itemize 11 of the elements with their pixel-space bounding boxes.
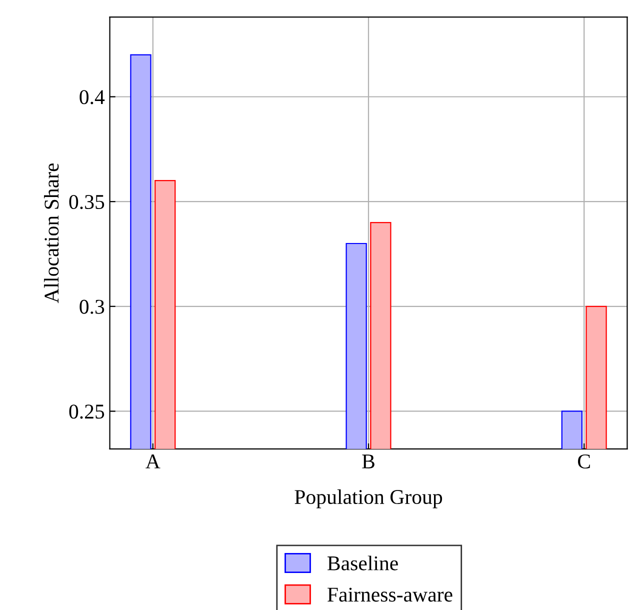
- x-axis-title: Population Group: [294, 489, 442, 508]
- y-axis-title: Allocation Share: [44, 163, 59, 304]
- legend-label: Baseline: [328, 556, 398, 570]
- y-tick-label: 0.25: [69, 404, 104, 419]
- y-tick-label: 0.35: [69, 194, 104, 210]
- x-tick-label: C: [578, 454, 590, 468]
- y-tick-label: 0.4: [80, 90, 105, 104]
- legend-label: Fairness-aware: [328, 588, 452, 602]
- x-tick-label: A: [146, 454, 160, 468]
- y-tick-label: 0.3: [80, 300, 104, 314]
- x-tick-label: B: [362, 454, 374, 468]
